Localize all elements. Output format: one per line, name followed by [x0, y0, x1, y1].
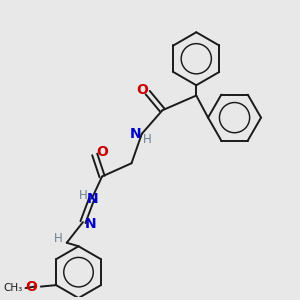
Text: H: H: [54, 232, 63, 245]
Text: O: O: [96, 145, 108, 159]
Text: H: H: [143, 133, 152, 146]
Text: N: N: [86, 192, 98, 206]
Text: N: N: [130, 127, 141, 141]
Text: H: H: [79, 188, 88, 202]
Text: O: O: [26, 280, 37, 294]
Text: N: N: [85, 217, 96, 231]
Text: O: O: [136, 83, 148, 97]
Text: CH₃: CH₃: [4, 283, 23, 293]
